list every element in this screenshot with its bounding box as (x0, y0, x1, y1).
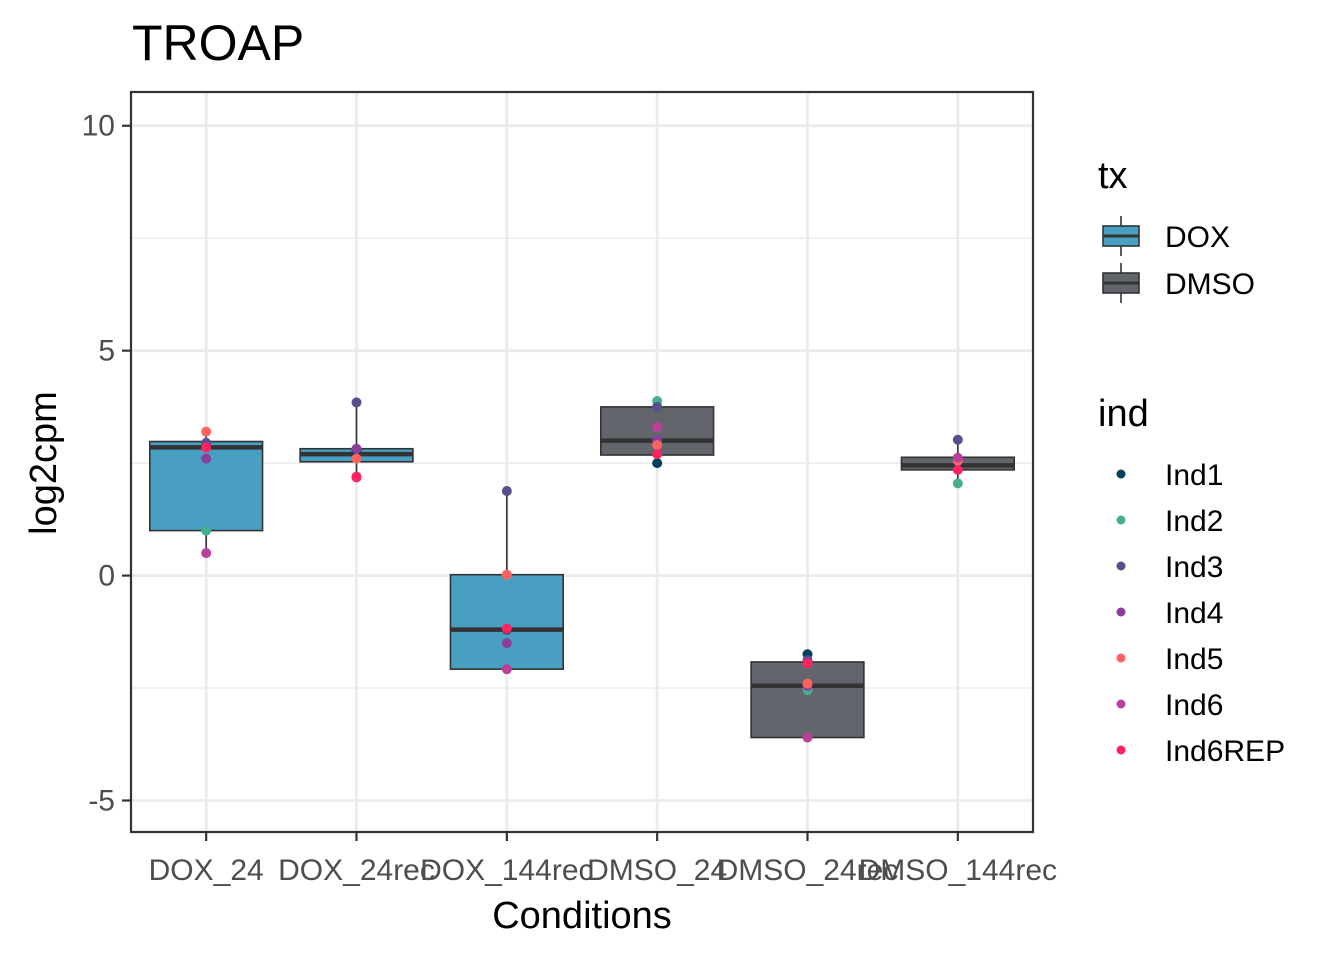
box-body (750, 661, 865, 739)
point-Ind6 (201, 548, 212, 559)
legend-key-point (1116, 515, 1126, 525)
x-tick-label: DOX_144rec (420, 854, 593, 887)
panel-border (129, 90, 1035, 834)
legend-ind: ind Ind1 Ind2 Ind3 Ind4 Ind5 Ind6 Ind6REP (1098, 393, 1285, 768)
point-Ind6REP (802, 658, 813, 669)
point-Ind6REP (351, 471, 362, 482)
y-tick-label: 0 (98, 560, 115, 593)
point-Ind3 (501, 486, 512, 497)
y-tick-label: -5 (88, 785, 115, 818)
panel-background (131, 92, 1033, 832)
legend-key-point (1116, 699, 1126, 709)
point-Ind5 (201, 426, 212, 437)
point-Ind6 (952, 452, 963, 463)
legend-ind-label: Ind2 (1165, 505, 1223, 538)
legend-tx-label: DOX (1165, 221, 1230, 254)
legend-ind-label: Ind5 (1165, 643, 1223, 676)
point-Ind5 (802, 678, 813, 689)
legend-tx-item-DOX: DOX (1102, 216, 1230, 256)
x-tick-label: DMSO_144rec (859, 854, 1057, 887)
x-tick-label: DMSO_24rec (717, 854, 899, 887)
x-tick-label: DOX_24 (149, 854, 264, 887)
legend-ind-label: Ind3 (1165, 551, 1223, 584)
point-Ind6 (652, 422, 663, 433)
legend-ind-item-Ind2: Ind2 (1116, 505, 1223, 538)
points (201, 396, 963, 743)
legend-ind-title: ind (1098, 393, 1149, 435)
y-tick-label: 10 (82, 110, 115, 143)
point-Ind4 (201, 453, 212, 464)
grid (131, 92, 1033, 832)
point-Ind5 (501, 569, 512, 580)
legend-ind-label: Ind4 (1165, 597, 1223, 630)
point-Ind5 (351, 453, 362, 464)
point-Ind4 (501, 638, 512, 649)
chart-title: TROAP (132, 15, 304, 71)
x-tick-label: DMSO_24 (587, 854, 727, 887)
legend-ind-label: Ind1 (1165, 459, 1223, 492)
legend-key-point (1116, 561, 1126, 571)
legend-ind-item-Ind1: Ind1 (1116, 459, 1223, 492)
legend-key-point (1116, 745, 1126, 755)
point-Ind6REP (652, 449, 663, 460)
legend-ind-label: Ind6 (1165, 689, 1223, 722)
legend-key-point (1116, 469, 1126, 479)
point-Ind5 (652, 440, 663, 451)
box-body (449, 573, 565, 670)
point-Ind6 (501, 664, 512, 675)
legend-ind-label: Ind6REP (1165, 735, 1285, 768)
point-Ind6REP (952, 464, 963, 475)
point-Ind2 (952, 478, 963, 489)
point-Ind2 (201, 525, 212, 536)
x-tick-label: DOX_24rec (278, 854, 435, 887)
legend-ind-item-Ind6REP: Ind6REP (1116, 735, 1285, 768)
point-Ind3 (351, 397, 362, 408)
legend-ind-item-Ind4: Ind4 (1116, 597, 1223, 630)
point-Ind3 (652, 401, 663, 412)
legend-tx-item-DMSO: DMSO (1102, 263, 1255, 303)
point-Ind6 (802, 732, 813, 743)
box-DOX_144rec (449, 491, 565, 670)
point-Ind3 (952, 434, 963, 445)
legend-ind-item-Ind5: Ind5 (1116, 643, 1223, 676)
y-tick-label: 5 (98, 335, 115, 368)
point-Ind1 (652, 458, 663, 469)
legend-ind-item-Ind3: Ind3 (1116, 551, 1223, 584)
legend-ind-item-Ind6: Ind6 (1116, 689, 1223, 722)
legend-key-point (1116, 607, 1126, 617)
legend-tx-title: tx (1098, 155, 1128, 197)
point-Ind4 (351, 443, 362, 454)
point-Ind6REP (201, 442, 212, 453)
y-axis-title: log2cpm (23, 391, 65, 535)
x-axis-title: Conditions (492, 895, 672, 937)
legend-tx: tx DOX DMSO (1098, 155, 1255, 303)
point-Ind6REP (501, 623, 512, 634)
legend-tx-label: DMSO (1165, 268, 1255, 301)
legend-key-point (1116, 653, 1126, 663)
